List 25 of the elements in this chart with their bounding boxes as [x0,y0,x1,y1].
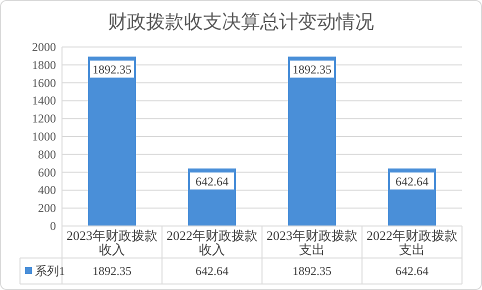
data-label: 1892.35 [292,264,332,278]
y-tick-label: 1000 [32,130,56,144]
y-tick-label: 400 [38,183,56,198]
x-tick-label: 2023年财政拨款收入 [66,228,158,257]
y-tick-label: 800 [38,147,56,162]
y-tick-label: 1400 [32,94,56,108]
x-tick-label: 2022年财政拨款支出 [366,228,458,257]
x-tick-label: 2023年财政拨款支出 [266,228,358,257]
y-tick-label: 1200 [32,112,56,126]
text: 642.64 [196,174,228,188]
y-tick-label: 1800 [32,58,56,72]
data-label: 642.64 [196,264,228,278]
text: 642.64 [396,174,428,188]
legend-label: 系列1 [35,264,65,278]
data-label: 1892.35 [92,264,132,278]
text: 1892.35 [92,62,132,77]
y-tick-label: 1600 [32,76,56,90]
y-tick-label: 0 [50,219,56,233]
x-tick-label: 2022年财政拨款收入 [166,228,258,257]
chart-title: 财政拨款收支决算总计变动情况 [108,11,374,33]
data-label: 642.64 [396,264,428,278]
y-tick-label: 2000 [32,40,56,54]
y-tick-label: 200 [38,201,56,216]
text: 1892.35 [292,62,332,77]
y-tick-label: 600 [38,165,56,180]
